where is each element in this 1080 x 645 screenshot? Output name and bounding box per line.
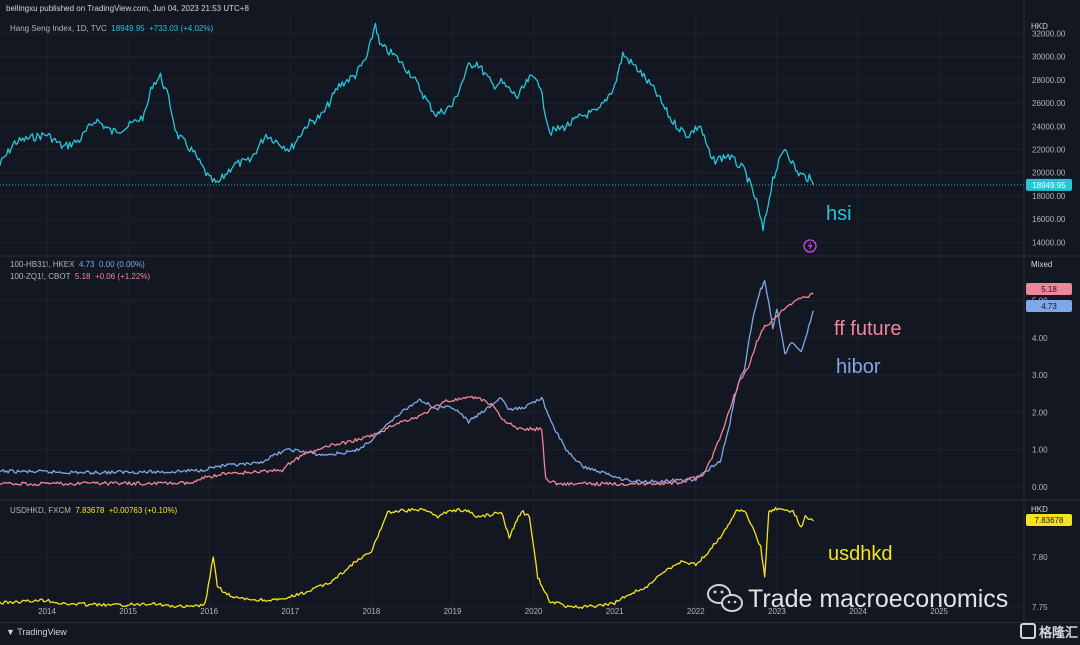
ff-price-tag: 5.18 [1041, 285, 1057, 294]
ff-price-tag-bg [1026, 283, 1072, 295]
pane1-y-tick-label: 18000.00 [1032, 192, 1066, 201]
usdhkd-annotation: usdhkd [828, 543, 893, 565]
hsi-annotation: hsi [826, 203, 852, 225]
series-line-hsi[interactable] [0, 22, 815, 232]
pane1-y-tick-label: 20000.00 [1032, 169, 1066, 178]
x-tick-label-2017: 2017 [281, 607, 299, 616]
x-tick-label-2024: 2024 [849, 607, 867, 616]
pane1-y-tick-label: 16000.00 [1032, 215, 1066, 224]
ff-legend-change: +0.06 (+1.22%) [94, 272, 151, 281]
ff-legend-symbol: 100-ZQ1!, CBOT [10, 272, 71, 281]
hibor-legend-change: 0.00 (0.00%) [98, 260, 145, 269]
series-lines [0, 22, 1024, 609]
usdhkd-legend[interactable]: USDHKD, FXCM 7.83678 +0.00763 (+0.10%) [10, 506, 177, 515]
rates-unit-label: Mixed [1031, 260, 1053, 269]
pane3-y-tick-label: 7.75 [1032, 603, 1048, 612]
ff-legend[interactable]: 100-ZQ1!, CBOT 5.18 +0.06 (+1.22%) [10, 272, 150, 281]
hsi-legend[interactable]: Hang Seng Index, 1D, TVC 18949.95 +733.0… [10, 24, 213, 33]
pane2-y-tick-label: 3.00 [1032, 371, 1048, 380]
usdhkd-legend-symbol: USDHKD, FXCM [10, 506, 71, 515]
flash-alert-icon[interactable] [803, 239, 817, 253]
x-tick-label-2025: 2025 [930, 607, 948, 616]
usdhkd-price-tag-bg [1026, 514, 1072, 526]
usdhkd-legend-change: +0.00763 (+0.10%) [108, 506, 178, 515]
pane1-y-tick-label: 14000.00 [1032, 238, 1066, 247]
pane1-y-tick-label: 22000.00 [1032, 146, 1066, 155]
watermark: Trade macroeconomics [707, 584, 1008, 613]
hsi-legend-value: 18949.95 [111, 24, 145, 33]
x-tick-label-2014: 2014 [38, 607, 56, 616]
pane-separators [0, 0, 1080, 622]
gelonghui-label: 格隆汇 [1038, 625, 1078, 640]
pane2-y-tick-label: 4.00 [1032, 334, 1048, 343]
series-line-100-zq1-cbot[interactable] [0, 292, 814, 487]
hsi-price-tag: 18949.95 [1032, 181, 1066, 190]
hibor-legend[interactable]: 100-HB31!, HKEX 4.73 0.00 (0.00%) [10, 260, 145, 269]
x-tick-label-2015: 2015 [119, 607, 137, 616]
hibor-price-tag: 4.73 [1041, 302, 1057, 311]
gelonghui-badge: 格隆汇 [1019, 622, 1078, 641]
hibor-legend-value: 4.73 [78, 260, 95, 269]
hsi-price-tag-bg [1026, 178, 1072, 191]
watermark-text: Trade macroeconomics [748, 585, 1008, 613]
hsi-legend-symbol: Hang Seng Index, 1D, TVC [10, 24, 107, 33]
x-tick-label-2021: 2021 [606, 607, 624, 616]
hibor-legend-symbol: 100-HB31!, HKEX [10, 260, 75, 269]
ff-future-annotation: ff future [834, 318, 902, 340]
pane1-y-tick-label: 26000.00 [1032, 99, 1066, 108]
gelonghui-logo-icon [1019, 623, 1036, 639]
pane1-y-tick-label: 30000.00 [1032, 53, 1066, 62]
tradingview-brand[interactable]: ▼ TradingView [6, 627, 67, 637]
x-tick-label-2018: 2018 [363, 607, 381, 616]
tv-logo-icon: ▼ [6, 627, 15, 637]
wechat-icon [707, 584, 743, 612]
x-tick-label-2022: 2022 [687, 607, 705, 616]
pane2-y-tick-label: 0.00 [1032, 483, 1048, 492]
published-by: bellingxu published on TradingView.com, … [6, 4, 249, 13]
lightning-glyph [807, 241, 813, 251]
hibor-annotation: hibor [836, 356, 881, 378]
hsi-legend-change: +733.03 (+4.02%) [149, 24, 214, 33]
x-tick-label-2020: 2020 [525, 607, 543, 616]
usdhkd-legend-value: 7.83678 [75, 506, 105, 515]
pane2-y-tick-label: 2.00 [1032, 408, 1048, 417]
x-tick-label-2023: 2023 [768, 607, 786, 616]
pane3-y-tick-label: 7.80 [1032, 553, 1048, 562]
pane1-y-tick-label: 28000.00 [1032, 76, 1066, 85]
x-tick-label-2016: 2016 [200, 607, 218, 616]
price-labels: 18949.95 5.18 4.73 7.83678 [1026, 178, 1072, 526]
tradingview-brand-label: TradingView [17, 627, 67, 637]
grid [0, 16, 1024, 612]
axis-ticks: 2014 2015 2016 2017 2018 2019 2020 2021 2022 2023… [38, 29, 1066, 616]
pane1-y-tick-label: 32000.00 [1032, 29, 1066, 38]
x-tick-label-2019: 2019 [444, 607, 462, 616]
usdhkd-price-tag: 7.83678 [1035, 516, 1064, 525]
usdhkd-unit-label: HKD [1031, 505, 1048, 514]
series-line-100-hb31-hkex[interactable] [0, 280, 815, 484]
hsi-unit-label: HKD [1031, 22, 1048, 31]
bottom-bar [0, 622, 1080, 645]
pane2-y-tick-label: 1.00 [1032, 446, 1048, 455]
ff-legend-value: 5.18 [74, 272, 91, 281]
pane1-y-tick-label: 24000.00 [1032, 122, 1066, 131]
hibor-price-tag-bg [1026, 300, 1072, 312]
series-line-usdhkd-fxcm[interactable] [0, 507, 814, 609]
